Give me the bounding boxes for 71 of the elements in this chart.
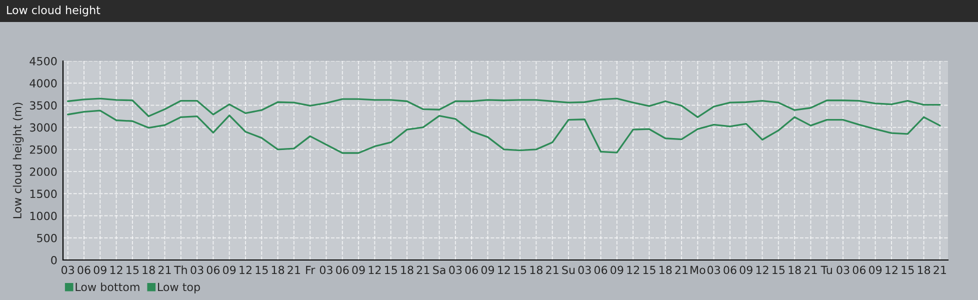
x-tick-label: 03 (578, 266, 591, 274)
x-tick-label: 15 (902, 266, 914, 274)
line-series (67, 110, 941, 154)
x-tick-label: 21 (546, 266, 558, 274)
x-tick-label: 15 (772, 266, 785, 274)
x-tick-label: 09 (223, 266, 236, 274)
x-tick-label: Su (562, 266, 575, 274)
x-tick-label: 09 (352, 266, 365, 274)
y-tick-label: 1000 (30, 212, 57, 220)
y-tick-label: 2000 (30, 168, 57, 176)
x-tick-label: 21 (804, 266, 817, 274)
x-tick-label: 09 (868, 266, 882, 274)
x-tick-label: Mo (690, 266, 706, 274)
x-tick-label: 03 (836, 266, 850, 274)
x-tick-label: 06 (724, 266, 736, 274)
y-axis-title: Low cloud height (m) (12, 102, 24, 218)
x-tick-label: 09 (610, 266, 624, 274)
x-tick-label: 12 (498, 266, 510, 274)
y-tick-label: 2500 (30, 145, 57, 154)
legend-label: Low top (158, 282, 200, 294)
y-tick-label: 3500 (30, 101, 57, 110)
x-tick-label: 06 (336, 266, 349, 274)
x-tick-label: 09 (740, 266, 752, 274)
x-tick-label: 06 (465, 266, 478, 274)
x-tick-label: 21 (416, 266, 430, 274)
x-tick-label: 12 (368, 266, 381, 274)
x-tick-label: 03 (320, 266, 332, 274)
x-tick-label: 21 (934, 266, 946, 274)
x-tick-label: Tu (820, 266, 832, 274)
x-tick-label: 03 (449, 266, 462, 274)
x-tick-label: Th (174, 266, 187, 274)
x-tick-label: Fr (306, 266, 316, 274)
x-tick-label: 18 (788, 266, 801, 274)
x-tick-label: 06 (594, 266, 608, 274)
x-tick-label: 15 (384, 266, 397, 274)
x-tick-label: 21 (675, 266, 688, 274)
x-tick-label: 03 (62, 266, 74, 274)
x-tick-label: 09 (481, 266, 494, 274)
x-tick-label: 09 (94, 266, 106, 274)
x-tick-label: 06 (78, 266, 90, 274)
x-tick-label: 12 (886, 266, 898, 274)
y-tick-label: 0 (51, 256, 57, 264)
x-tick-label: 18 (918, 266, 930, 274)
x-tick-label: Sa (433, 266, 446, 274)
x-tick-label: 03 (190, 266, 204, 274)
line-series (67, 98, 941, 118)
legend-label: Low bottom (76, 282, 140, 292)
x-tick-label: 12 (756, 266, 768, 274)
x-tick-label: 03 (707, 266, 720, 274)
y-tick-label: 1500 (30, 190, 57, 198)
x-tick-label: 21 (158, 266, 171, 274)
y-tick-label: 3000 (30, 123, 57, 132)
x-tick-label: 18 (272, 266, 284, 274)
x-tick-label: 12 (110, 266, 122, 274)
chart-title: Low cloud height (7, 6, 100, 16)
x-tick-label: 15 (643, 266, 656, 274)
x-tick-label: 18 (142, 266, 155, 274)
y-tick-label: 4500 (30, 56, 57, 66)
y-tick-label: 4000 (30, 79, 57, 88)
y-tick-label: 500 (37, 234, 57, 242)
x-tick-label: 15 (514, 266, 526, 274)
x-tick-label: 12 (627, 266, 640, 274)
x-tick-label: 18 (401, 266, 414, 274)
x-tick-label: 18 (530, 266, 542, 274)
x-tick-label: 21 (288, 266, 300, 274)
x-tick-label: 18 (660, 266, 672, 274)
x-tick-label: 15 (256, 266, 268, 274)
x-tick-label: 06 (206, 266, 220, 274)
x-tick-label: 06 (852, 266, 866, 274)
x-tick-label: 15 (126, 266, 139, 274)
x-tick-label: 12 (240, 266, 252, 274)
